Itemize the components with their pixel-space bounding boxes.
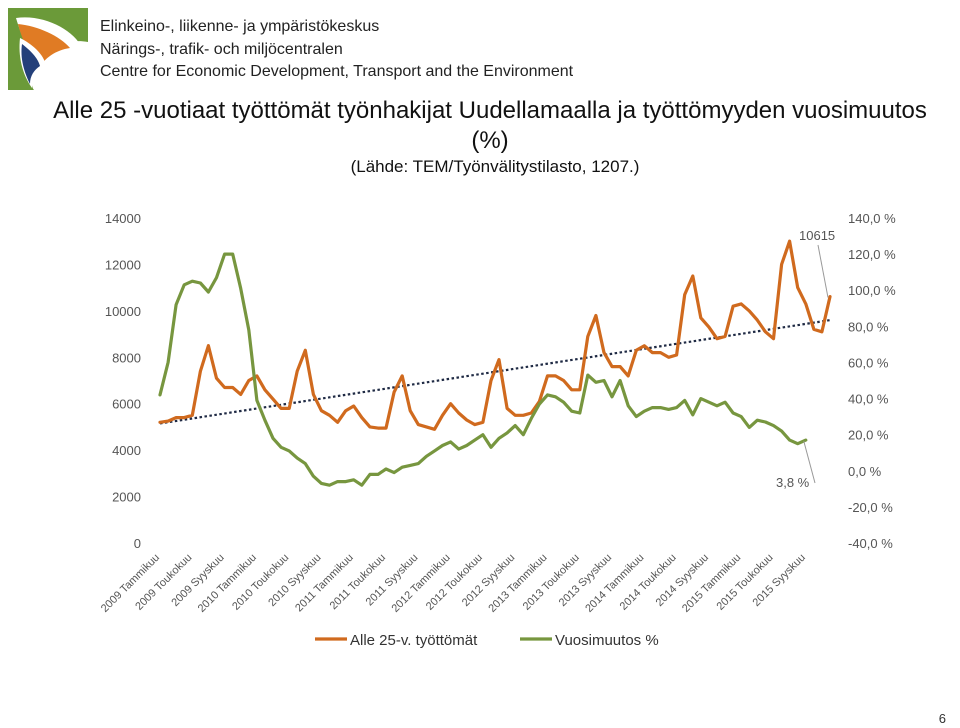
left-axis-tick-label: 2000 (112, 490, 141, 505)
right-axis-tick-label: 120,0 % (848, 247, 896, 262)
right-axis-tick-label: -20,0 % (848, 500, 893, 515)
right-axis-tick-label: 40,0 % (848, 392, 889, 407)
series-line (158, 252, 808, 487)
chart-subtitle: (Lähde: TEM/Työnvälitystilasto, 1207.) (350, 157, 640, 176)
x-axis-tick-label: 2011 Tammikuu (293, 552, 356, 615)
x-axis-tick-label: 2013 Toukokuu (521, 552, 582, 613)
x-axis-tick-label: 2013 Tammikuu (486, 552, 549, 615)
page-number: 6 (938, 711, 946, 726)
left-axis-tick-label: 8000 (112, 350, 141, 365)
annotation-leader (803, 440, 816, 484)
annotation-label: 10615 (799, 228, 835, 243)
annotation-leader (817, 244, 829, 298)
x-axis-tick-label: 2014 Tammikuu (583, 552, 646, 615)
x-axis-tick-label: 2010 Tammikuu (196, 552, 259, 615)
org-name-finnish: Elinkeino-, liikenne- ja ympäristökeskus (100, 18, 380, 35)
right-axis-tick-label: 60,0 % (848, 355, 889, 370)
ely-centre-logo-icon (8, 8, 88, 90)
x-axis-tick-label: 2009 Toukokuu (133, 552, 194, 613)
series-line (158, 239, 832, 431)
series-lines (158, 239, 832, 487)
left-axis-tick-label: 14000 (105, 211, 141, 226)
left-axis-tick-label: 10000 (105, 304, 141, 319)
right-axis-tick-label: 140,0 % (848, 211, 896, 226)
right-axis-ticks: -40,0 % -20,0 % 0,0 % 20,0 % 40,0 % 60,0 % 80,… (848, 211, 896, 551)
left-axis-ticks: 0 2000 4000 6000 8000 10000 12000 14000 (105, 211, 141, 551)
x-axis-tick-label: 2015 Toukokuu (715, 552, 776, 613)
left-axis-tick-label: 4000 (112, 443, 141, 458)
left-axis-tick-label: 0 (134, 536, 141, 551)
legend-label: Alle 25-v. työttömät (350, 632, 478, 649)
right-axis-tick-label: 20,0 % (848, 428, 889, 443)
x-axis-tick-label: 2011 Toukokuu (328, 552, 389, 613)
chart-title: Alle 25 -vuotiaat työttömät työnhakijat … (53, 97, 927, 154)
x-axis-tick-label: 2012 Tammikuu (389, 552, 452, 615)
org-name-swedish: Närings-, trafik- och miljöcentralen (100, 41, 343, 58)
right-axis-tick-label: 100,0 % (848, 283, 896, 298)
annotations: 10615 3,8 % (776, 228, 835, 490)
x-axis-tick-label: 2010 Toukokuu (230, 552, 291, 613)
right-axis-tick-label: 0,0 % (848, 464, 882, 479)
left-axis-tick-label: 6000 (112, 397, 141, 412)
right-axis-tick-label: -40,0 % (848, 536, 893, 551)
x-axis-tick-label: 2012 Toukokuu (424, 552, 485, 613)
x-axis-tick-label: 2014 Toukokuu (618, 552, 679, 613)
annotation-label: 3,8 % (776, 475, 810, 490)
right-axis-tick-label: 80,0 % (848, 319, 889, 334)
org-name-english: Centre for Economic Development, Transpo… (100, 63, 574, 80)
legend: Alle 25-v. työttömät Vuosimuutos % (315, 632, 659, 649)
legend-label: Vuosimuutos % (555, 632, 659, 649)
left-axis-tick-label: 12000 (105, 257, 141, 272)
x-axis-tick-label: 2009 Tammikuu (99, 552, 162, 615)
x-axis-tick-label: 2015 Tammikuu (680, 552, 743, 615)
